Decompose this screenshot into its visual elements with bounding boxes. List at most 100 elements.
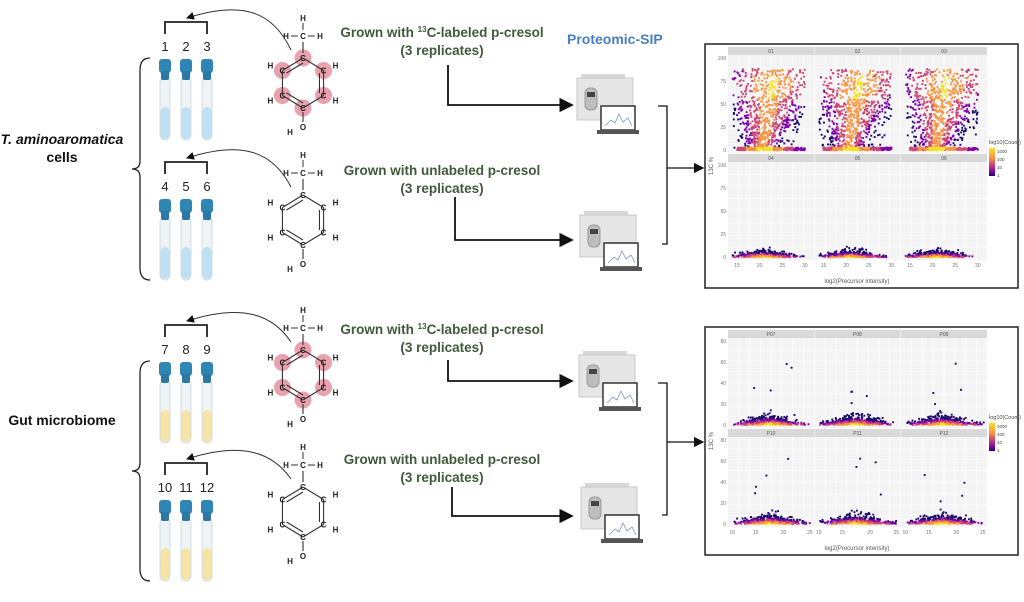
density-bin [843, 90, 846, 93]
density-bin [803, 80, 805, 83]
density-bin [753, 387, 756, 389]
density-bin [788, 421, 791, 424]
density-bin [922, 113, 925, 116]
density-bin [783, 115, 786, 118]
density-bin [863, 82, 866, 85]
carbon-atom: C [280, 384, 286, 393]
density-bin [933, 102, 936, 105]
density-bin [792, 422, 795, 425]
density-bin [951, 148, 954, 151]
hydrogen-atom: H [268, 389, 274, 398]
density-bin [913, 148, 916, 151]
tube-liquid [181, 107, 191, 139]
density-bin [890, 147, 893, 149]
bond [282, 95, 304, 109]
density-bin [776, 75, 779, 78]
carbon-atom: C [300, 324, 306, 333]
density-bin [825, 84, 828, 87]
density-bin [864, 94, 867, 96]
density-bin [854, 246, 857, 249]
density-bin [955, 72, 958, 75]
density-bin [906, 112, 909, 115]
density-bin [764, 123, 767, 126]
density-bin [955, 114, 958, 117]
density-bin [790, 93, 793, 95]
density-bin [840, 109, 843, 112]
density-bin [737, 96, 740, 99]
density-bin [745, 114, 748, 117]
density-bin [883, 134, 886, 137]
density-bin [847, 109, 850, 112]
density-bin [852, 136, 854, 139]
density-bin [747, 138, 750, 141]
density-bin [739, 423, 742, 426]
density-bin [779, 83, 782, 86]
density-bin [947, 250, 950, 253]
density-bin [783, 142, 786, 145]
density-bin [844, 144, 847, 146]
density-bin [944, 82, 947, 85]
density-bin [953, 144, 956, 147]
density-bin [915, 113, 918, 116]
density-bin [759, 137, 762, 140]
x-tick-label: 25 [780, 263, 786, 269]
density-bin [751, 96, 754, 99]
density-bin [960, 131, 963, 134]
density-bin [773, 418, 776, 421]
density-bin [839, 254, 842, 257]
density-bin [872, 101, 875, 104]
density-bin [777, 422, 780, 425]
density-bin [936, 250, 939, 252]
density-bin [791, 149, 794, 152]
density-bin [788, 423, 791, 425]
density-bin [921, 79, 924, 82]
density-bin [878, 110, 881, 113]
density-bin [852, 126, 855, 129]
density-bin [923, 143, 926, 146]
density-bin [905, 73, 908, 76]
density-bin [837, 129, 840, 132]
density-bin [961, 139, 964, 142]
density-bin [938, 143, 941, 146]
density-bin [946, 139, 949, 142]
density-bin [759, 135, 761, 138]
carbon-atom: C [280, 496, 286, 505]
density-bin [777, 416, 780, 419]
density-bin [851, 248, 854, 251]
density-bin [758, 139, 760, 142]
density-bin [925, 255, 927, 258]
density-bin [919, 87, 922, 90]
density-bin [821, 420, 824, 423]
density-bin [781, 147, 784, 150]
x-tick-label: 20 [930, 263, 936, 269]
density-bin [844, 129, 847, 132]
tube-cap [159, 362, 171, 376]
density-bin [779, 423, 782, 425]
density-bin [768, 119, 771, 122]
density-bin [866, 417, 869, 420]
density-bin [870, 255, 873, 258]
density-bin [753, 135, 756, 138]
density-bin [831, 131, 834, 134]
density-bin [755, 131, 758, 134]
density-bin [943, 144, 946, 147]
density-bin [751, 128, 754, 131]
density-bin [965, 81, 968, 84]
density-bin [925, 73, 928, 76]
density-bin [959, 136, 962, 139]
density-bin [837, 83, 840, 86]
density-bin [826, 112, 829, 115]
density-bin [936, 134, 939, 137]
density-bin [968, 103, 971, 106]
density-bin [941, 112, 944, 115]
density-bin [845, 142, 848, 145]
density-bin [766, 111, 768, 114]
density-bin [770, 415, 773, 418]
density-bin [773, 97, 776, 100]
merge-line [658, 382, 668, 516]
density-bin [767, 423, 770, 426]
density-bin [959, 143, 962, 146]
density-bin [819, 76, 822, 79]
density-bin [885, 256, 888, 259]
density-bin [738, 80, 741, 83]
